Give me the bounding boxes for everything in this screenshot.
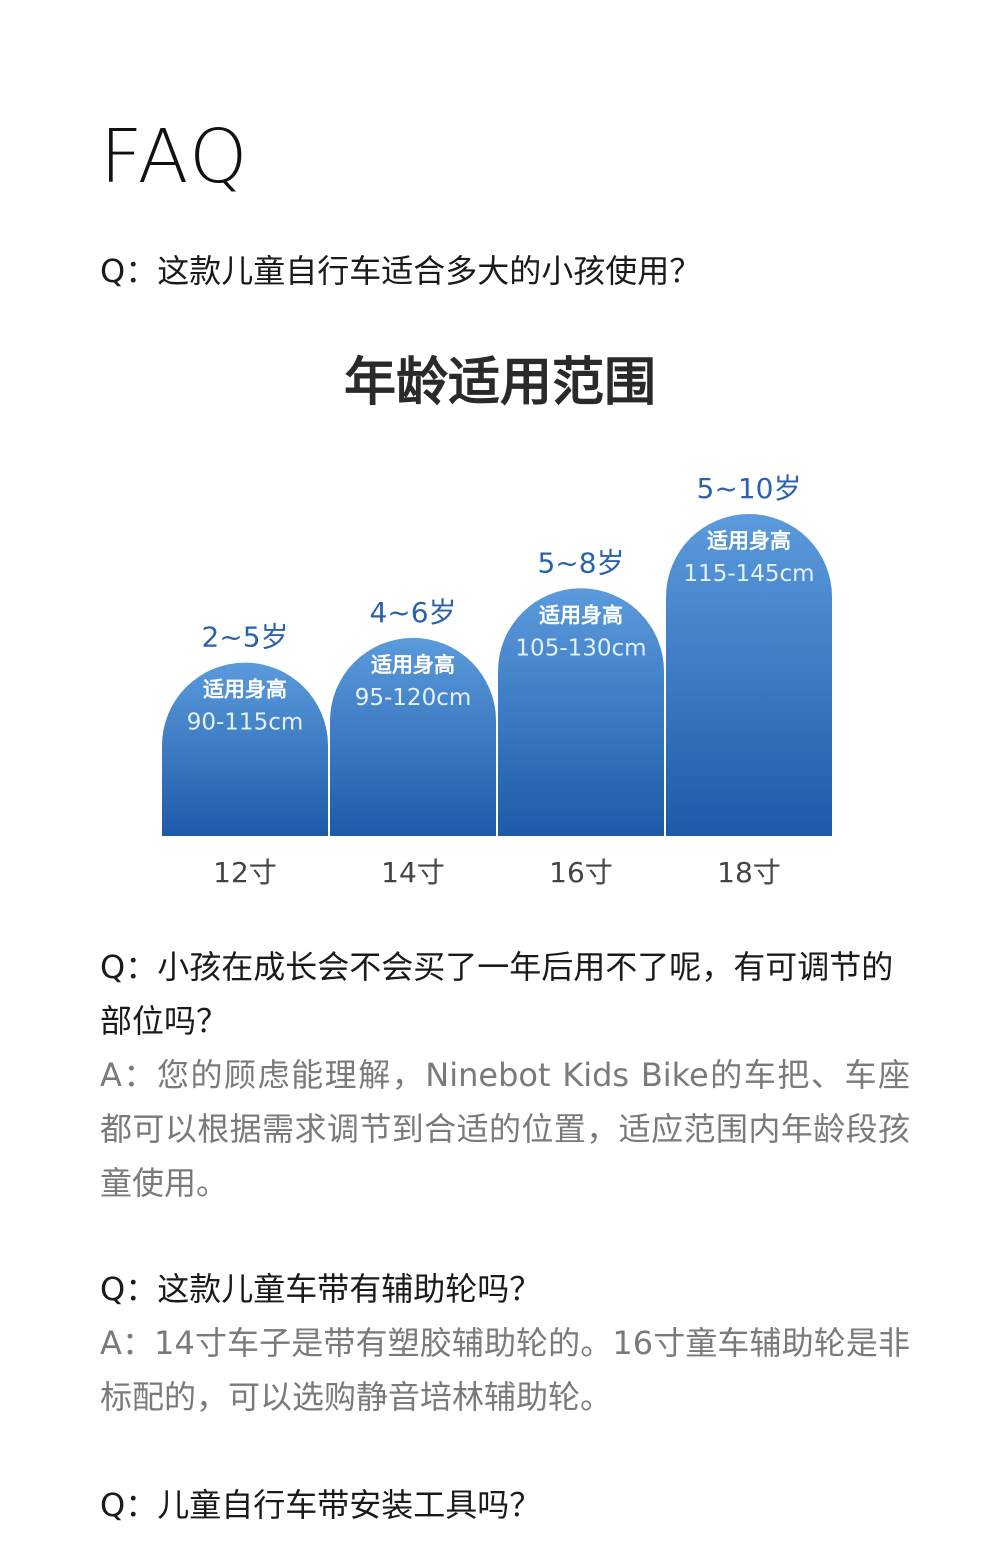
faq-question-1: Q：这款儿童自行车适合多大的小孩使用？ <box>100 252 702 290</box>
bar-header-label: 适用身高 <box>539 603 623 627</box>
faq-title: FAQ <box>100 114 250 200</box>
age-range-label: 4~6岁 <box>369 596 456 629</box>
faq-question-2: Q：小孩在成长会不会买了一年后用不了呢，有可调节的部位吗？ <box>100 948 894 1040</box>
height-range-label: 115-145cm <box>683 561 814 587</box>
height-range-label: 105-130cm <box>515 635 646 661</box>
age-range-label: 5~8岁 <box>537 546 624 579</box>
bar-14寸 <box>330 637 496 836</box>
bar-12寸 <box>162 662 328 836</box>
wheel-size-tick: 14寸 <box>381 856 445 889</box>
bar-header-label: 适用身高 <box>371 653 455 677</box>
faq-question-4: Q：儿童自行车带安装工具吗？ <box>100 1486 542 1524</box>
bar-header-label: 适用身高 <box>707 529 791 553</box>
faq-answer-2: A：您的顾虑能理解，Ninebot Kids Bike的车把、车座都可以根据需求… <box>100 1056 910 1202</box>
wheel-size-tick: 16寸 <box>549 856 613 889</box>
age-range-label: 2~5岁 <box>201 621 288 654</box>
age-range-label: 5~10岁 <box>697 472 802 505</box>
height-range-label: 90-115cm <box>187 710 304 736</box>
wheel-size-tick: 18寸 <box>717 856 781 889</box>
chart-title: 年龄适用范围 <box>343 353 656 413</box>
faq-answer-3: A：14寸车子是带有塑胶辅助轮的。16寸童车辅助轮是非标配的，可以选购静音培林辅… <box>100 1324 910 1416</box>
bar-16寸 <box>498 588 664 836</box>
age-range-chart: 适用身高 90-115cm 2~5岁 12寸 适用身高 95-120cm 4~6岁 14寸 适用… <box>162 472 832 889</box>
bar-header-label: 适用身高 <box>203 678 287 702</box>
bar-18寸 <box>666 514 832 836</box>
height-range-label: 95-120cm <box>355 685 472 711</box>
wheel-size-tick: 12寸 <box>213 856 277 889</box>
faq-question-3: Q：这款儿童车带有辅助轮吗？ <box>100 1270 542 1308</box>
